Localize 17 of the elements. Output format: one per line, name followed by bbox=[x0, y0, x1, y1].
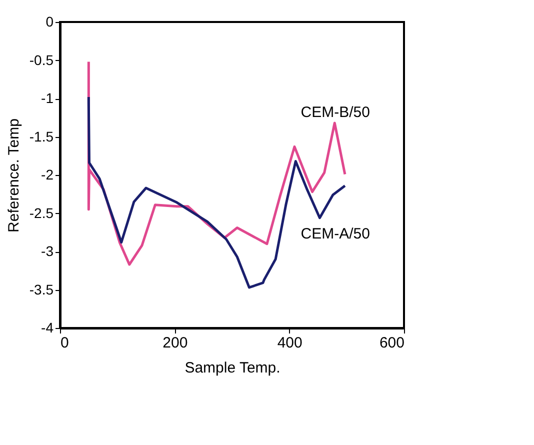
x-tick-label: 200 bbox=[162, 334, 188, 352]
x-tick-label: 400 bbox=[277, 334, 302, 352]
y-tick-label: -0.5 bbox=[29, 52, 54, 68]
x-axis-title: Sample Temp. bbox=[184, 360, 280, 376]
y-tick-label: 0 bbox=[46, 14, 54, 30]
y-tick-label: -4 bbox=[41, 320, 54, 336]
y-axis-title: Reference. Temp bbox=[5, 118, 22, 232]
y-tick-label: -2 bbox=[41, 166, 54, 182]
y-tick-label: -2.5 bbox=[29, 204, 54, 221]
x-tick-label: 0 bbox=[60, 334, 69, 352]
y-tick-label: -3 bbox=[41, 243, 54, 259]
y-tick-label: -1.5 bbox=[29, 128, 54, 144]
series-label: CEM-A/50 bbox=[300, 226, 370, 243]
x-tick-label: 600 bbox=[379, 334, 404, 352]
y-tick-label: -1 bbox=[41, 90, 54, 106]
series-label: CEM-B/50 bbox=[300, 104, 370, 122]
y-tick-label: -3.5 bbox=[29, 281, 54, 298]
